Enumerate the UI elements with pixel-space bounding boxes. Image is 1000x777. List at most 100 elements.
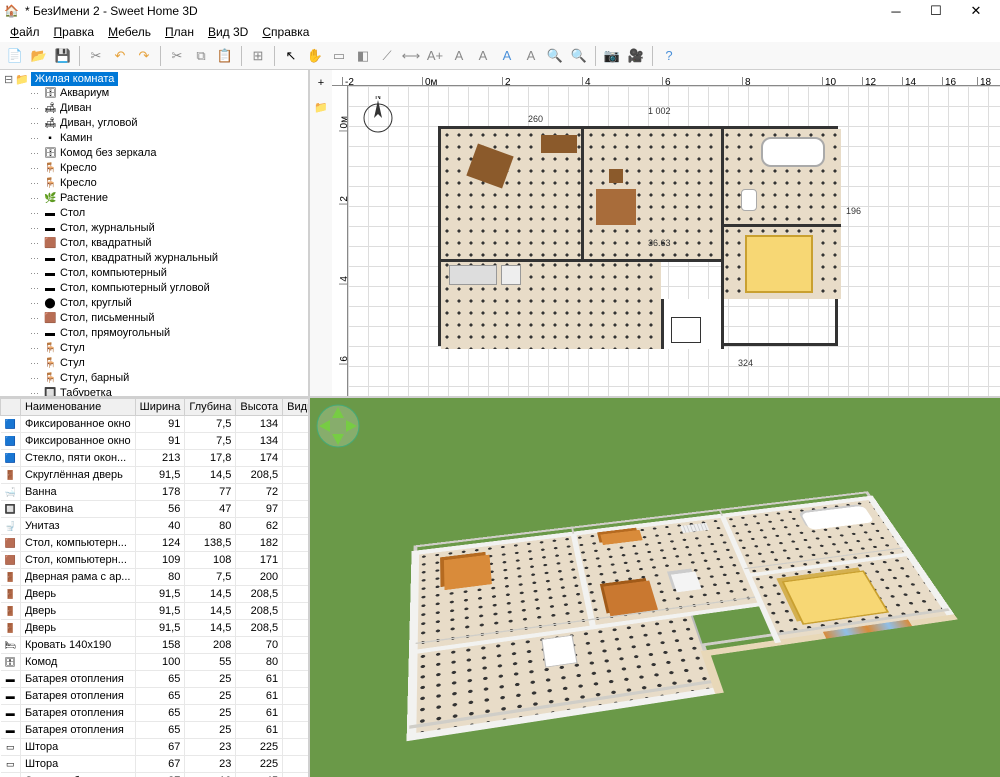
table-row[interactable]: ▬Батарея отопления652561 <box>1 705 309 722</box>
menu-правка[interactable]: Правка <box>48 23 101 41</box>
table-row[interactable]: 🟫Стол, компьютерн...109108171 <box>1 552 309 569</box>
table-row[interactable]: 🚪Скруглённая дверь91,514,5208,5 <box>1 467 309 484</box>
row-vis[interactable] <box>283 705 308 722</box>
row-vis[interactable] <box>283 637 308 654</box>
col-2[interactable]: Глубина <box>185 399 236 416</box>
plan-door-entry[interactable] <box>671 317 701 343</box>
col-0[interactable]: Наименование <box>20 399 135 416</box>
catalog-item[interactable]: ⋯▬Стол, журнальный <box>4 221 304 236</box>
house-3d[interactable] <box>411 498 990 764</box>
table-row[interactable]: ▬Батарея отопления652561 <box>1 688 309 705</box>
save-file-button[interactable]: 💾 <box>52 45 74 67</box>
catalog-item[interactable]: ⋯▬Стол <box>4 206 304 221</box>
plan-kitchen[interactable] <box>449 265 497 285</box>
collapse-icon[interactable]: ⊟ <box>4 73 13 86</box>
table-row[interactable]: 🚽Унитаз408062 <box>1 518 309 535</box>
table-row[interactable]: ▭Штора6723225 <box>1 756 309 773</box>
table-row[interactable]: ▬Электрообогрева...371045 <box>1 773 309 777</box>
row-vis[interactable] <box>283 501 308 518</box>
row-vis[interactable] <box>283 433 308 450</box>
zoom-out-button[interactable]: 🔍 <box>568 45 590 67</box>
catalog-item[interactable]: ⋯▬Стол, квадратный журнальный <box>4 251 304 266</box>
catalog-item[interactable]: ⋯⬤Стол, круглый <box>4 296 304 311</box>
row-vis[interactable] <box>283 484 308 501</box>
create-rooms-button[interactable]: ◧ <box>352 45 374 67</box>
catalog-item[interactable]: ⋯🪑Кресло <box>4 176 304 191</box>
plan-2d[interactable]: + 📁 -20м24681012141618 0м2468 N <box>310 70 1000 398</box>
cut-button[interactable]: ✂ <box>166 45 188 67</box>
catalog-item[interactable]: ⋯🌿Растение <box>4 191 304 206</box>
menu-файл[interactable]: Файл <box>4 23 46 41</box>
catalog-item[interactable]: ⋯🗄Аквариум <box>4 86 304 101</box>
catalog-item[interactable]: ⋯🟫Стол, квадратный <box>4 236 304 251</box>
create-walls-button[interactable]: ▭ <box>328 45 350 67</box>
row-vis[interactable] <box>283 586 308 603</box>
table-row[interactable]: 🛏Кровать 140х19015820870 <box>1 637 309 654</box>
furniture-table-pane[interactable]: НаименованиеШиринаГлубинаВысотаВидимость… <box>0 398 308 777</box>
table-row[interactable]: ▬Батарея отопления652561 <box>1 671 309 688</box>
plan-table[interactable] <box>596 189 636 225</box>
plan-toilet[interactable] <box>741 189 757 211</box>
table-row[interactable]: 🚪Дверь91,514,5208,5 <box>1 620 309 637</box>
nav-widget[interactable] <box>316 404 360 448</box>
redo-button[interactable]: ↷ <box>133 45 155 67</box>
floorplan[interactable] <box>438 126 838 346</box>
col-3[interactable]: Высота <box>236 399 283 416</box>
menu-вид 3d[interactable]: Вид 3D <box>202 23 254 41</box>
view-3d[interactable] <box>310 398 1000 777</box>
plan-cabinet[interactable] <box>541 135 577 153</box>
row-vis[interactable] <box>283 416 308 433</box>
select-button[interactable]: ↖ <box>280 45 302 67</box>
zoom-in-button[interactable]: 🔍 <box>544 45 566 67</box>
row-vis[interactable] <box>283 518 308 535</box>
plan-canvas[interactable]: N <box>348 86 1000 396</box>
help-button[interactable]: ? <box>658 45 680 67</box>
col-1[interactable]: Ширина <box>135 399 185 416</box>
row-vis[interactable] <box>283 467 308 484</box>
catalog-item[interactable]: ⋯🪑Стул <box>4 341 304 356</box>
catalog-item[interactable]: ⋯🛋Диван, угловой <box>4 116 304 131</box>
add-level-button[interactable]: + <box>310 72 332 94</box>
row-vis[interactable] <box>283 773 308 777</box>
catalog-item[interactable]: ⋯🪑Кресло <box>4 161 304 176</box>
row-vis[interactable] <box>283 688 308 705</box>
open-file-button[interactable]: 📂 <box>28 45 50 67</box>
obj-door[interactable] <box>541 635 577 668</box>
row-vis[interactable] <box>283 756 308 773</box>
level-folder-icon[interactable]: 📁 <box>310 96 332 118</box>
create-dimensions-button[interactable]: ⟷ <box>400 45 422 67</box>
table-row[interactable]: 🗄Комод1005580 <box>1 654 309 671</box>
table-row[interactable]: 🟦Фиксированное окно917,5134 <box>1 433 309 450</box>
table-row[interactable]: 🔲Раковина564797 <box>1 501 309 518</box>
prefs-button[interactable]: ✂ <box>85 45 107 67</box>
menu-мебель[interactable]: Мебель <box>102 23 157 41</box>
plan-chair[interactable] <box>609 169 623 183</box>
maximize-button[interactable]: ☐ <box>916 0 956 22</box>
row-vis[interactable] <box>283 552 308 569</box>
catalog-item[interactable]: ⋯🛋Диван <box>4 101 304 116</box>
menu-план[interactable]: План <box>159 23 200 41</box>
close-button[interactable]: ✕ <box>956 0 996 22</box>
table-row[interactable]: 🟫Стол, компьютерн...124138,5182 <box>1 535 309 552</box>
furniture-table[interactable]: НаименованиеШиринаГлубинаВысотаВидимость… <box>0 398 308 777</box>
row-vis[interactable] <box>283 654 308 671</box>
plan-bath[interactable] <box>761 137 825 167</box>
text-size-button[interactable]: A <box>520 45 542 67</box>
catalog-item[interactable]: ⋯▬Стол, компьютерный угловой <box>4 281 304 296</box>
menu-справка[interactable]: Справка <box>256 23 315 41</box>
text-italic-button[interactable]: A <box>472 45 494 67</box>
table-row[interactable]: ▭Штора6723225 <box>1 739 309 756</box>
table-row[interactable]: 🚪Дверная рама с ар...807,5200 <box>1 569 309 586</box>
table-row[interactable]: 🟦Стекло, пяти окон...21317,8174 <box>1 450 309 467</box>
catalog-item[interactable]: ⋯🪑Стул, барный <box>4 371 304 386</box>
row-vis[interactable] <box>283 620 308 637</box>
add-furniture-button[interactable]: ⊞ <box>247 45 269 67</box>
create-polylines-button[interactable]: ⟋ <box>376 45 398 67</box>
create-text-button[interactable]: A+ <box>424 45 446 67</box>
table-row[interactable]: ▬Батарея отопления652561 <box>1 722 309 739</box>
catalog-item[interactable]: ⋯▪Камин <box>4 131 304 146</box>
catalog-item[interactable]: ⋯🗄Комод без зеркала <box>4 146 304 161</box>
plan-bed[interactable] <box>745 235 813 293</box>
pan-button[interactable]: ✋ <box>304 45 326 67</box>
row-vis[interactable] <box>283 739 308 756</box>
